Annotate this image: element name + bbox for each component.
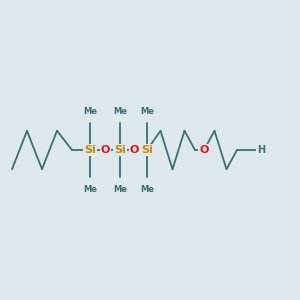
Text: O: O [129,145,139,155]
Text: Me: Me [83,106,97,116]
Text: Me: Me [113,106,127,116]
Text: Me: Me [140,106,154,116]
Text: Me: Me [140,184,154,194]
Text: Me: Me [113,184,127,194]
Text: O: O [199,145,209,155]
Text: Si: Si [84,145,96,155]
Text: H: H [257,145,265,155]
Text: Me: Me [83,184,97,194]
Text: Si: Si [114,145,126,155]
Text: Si: Si [141,145,153,155]
Text: O: O [101,145,110,155]
